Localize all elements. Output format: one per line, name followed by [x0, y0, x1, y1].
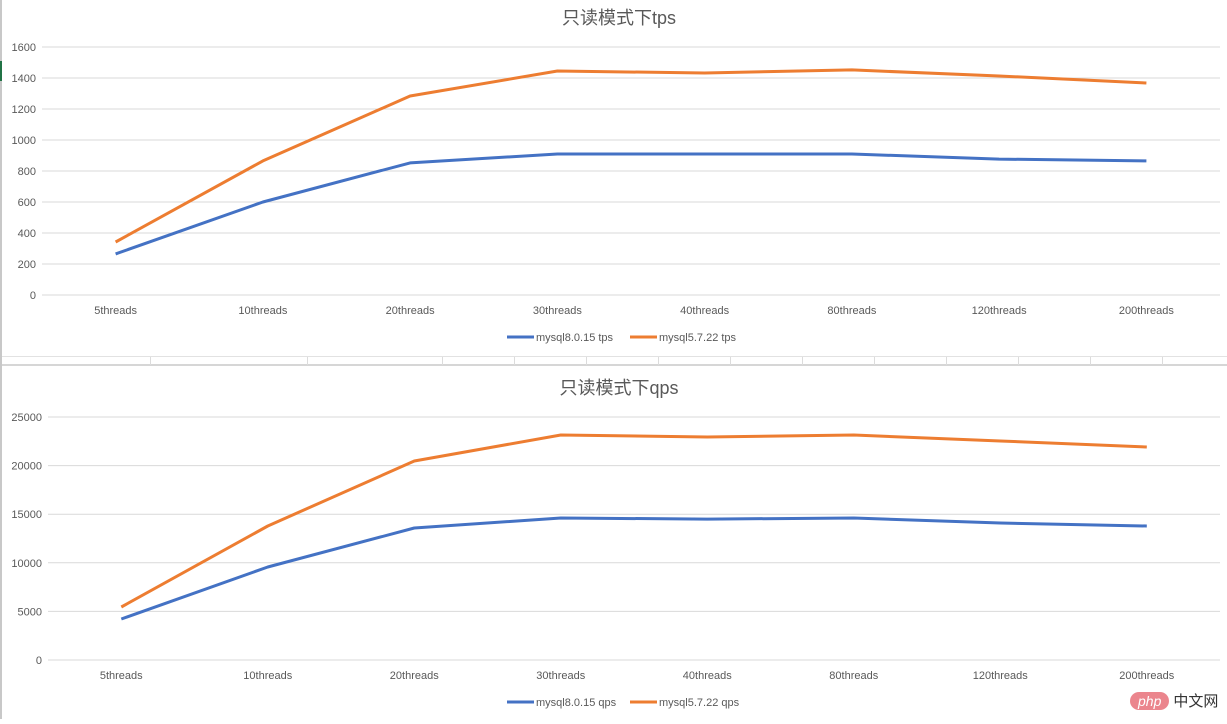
watermark-text: 中文网 [1173, 693, 1219, 710]
y-tick-label: 600 [18, 197, 36, 209]
qps-line-chart[interactable]: 只读模式下qps 0 5000 10000 15000 20000 25000 5thread… [2, 366, 1227, 719]
y-tick-label: 200 [18, 259, 36, 271]
y-tick-label: 1400 [12, 73, 36, 85]
x-tick-label: 20threads [390, 670, 439, 682]
tps-line-chart[interactable]: 只读模式下tps 0 200 400 600 800 1000 1200 1400 1600 5th… [2, 0, 1227, 356]
legend-entry-mysql57[interactable]: mysql5.7.22 qps [630, 697, 740, 709]
sheet-column-divider [802, 357, 803, 365]
sheet-column-divider [1090, 357, 1091, 365]
x-tick-label: 30threads [536, 670, 585, 682]
y-tick-label: 5000 [18, 606, 42, 618]
sheet-column-divider [658, 357, 659, 365]
x-tick-label: 120threads [973, 670, 1029, 682]
sheet-column-divider [1018, 357, 1019, 365]
x-tick-label: 40threads [683, 670, 732, 682]
sheet-column-divider [946, 357, 947, 365]
tps-chart-svg: 只读模式下tps 0 200 400 600 800 1000 1200 1400 1600 5th… [12, 8, 1220, 344]
qps-chart-svg: 只读模式下qps 0 5000 10000 15000 20000 25000 5thread… [11, 378, 1220, 709]
y-tick-label: 25000 [11, 412, 42, 424]
sheet-column-divider [1162, 357, 1163, 365]
x-tick-label: 200threads [1119, 670, 1175, 682]
series-line-mysql57[interactable] [120, 433, 1147, 609]
selected-row-indicator [0, 61, 3, 81]
y-tick-label: 15000 [11, 509, 42, 521]
legend-entry-mysql8[interactable]: mysql8.0.15 qps [507, 697, 617, 709]
sheet-column-divider [514, 357, 515, 365]
legend-label: mysql8.0.15 tps [536, 332, 614, 344]
spreadsheet-gridline-strip [2, 356, 1227, 366]
x-tick-label: 40threads [680, 305, 729, 317]
sheet-column-divider [874, 357, 875, 365]
y-tick-label: 0 [30, 290, 36, 302]
chart-title: 只读模式下tps [562, 8, 676, 28]
sheet-column-divider [150, 357, 151, 365]
watermark-badge: php [1130, 691, 1170, 710]
y-tick-label: 1000 [12, 135, 36, 147]
sheet-column-divider [307, 357, 308, 365]
legend-entry-mysql57[interactable]: mysql5.7.22 tps [630, 332, 737, 344]
legend-label: mysql8.0.15 qps [536, 697, 617, 709]
y-tick-label: 10000 [11, 558, 42, 570]
y-tick-label: 20000 [11, 461, 42, 473]
sheet-column-divider [586, 357, 587, 365]
legend-label: mysql5.7.22 qps [659, 697, 740, 709]
x-tick-label: 20threads [386, 305, 435, 317]
legend-label: mysql5.7.22 tps [659, 332, 737, 344]
spreadsheet-row-header-edge [0, 0, 2, 719]
x-tick-label: 80threads [829, 670, 878, 682]
chart-title: 只读模式下qps [559, 378, 678, 398]
legend-entry-mysql8[interactable]: mysql8.0.15 tps [507, 332, 614, 344]
x-tick-label: 80threads [827, 305, 876, 317]
x-tick-label: 30threads [533, 305, 582, 317]
series-line-mysql8[interactable] [120, 516, 1147, 621]
y-tick-label: 800 [18, 166, 36, 178]
y-tick-label: 400 [18, 228, 36, 240]
x-tick-label: 10threads [243, 670, 292, 682]
x-tick-label: 120threads [972, 305, 1028, 317]
x-tick-label: 5threads [94, 305, 137, 317]
y-tick-label: 0 [36, 655, 42, 667]
x-tick-label: 10threads [238, 305, 287, 317]
sheet-column-divider [442, 357, 443, 365]
php-cn-watermark: php 中文网 [1130, 690, 1218, 711]
x-tick-label: 200threads [1119, 305, 1175, 317]
y-tick-label: 1600 [12, 42, 36, 54]
series-line-mysql57[interactable] [114, 68, 1147, 244]
sheet-column-divider [730, 357, 731, 365]
y-tick-label: 1200 [12, 104, 36, 116]
series-line-mysql8[interactable] [115, 152, 1147, 256]
x-tick-label: 5threads [100, 670, 143, 682]
